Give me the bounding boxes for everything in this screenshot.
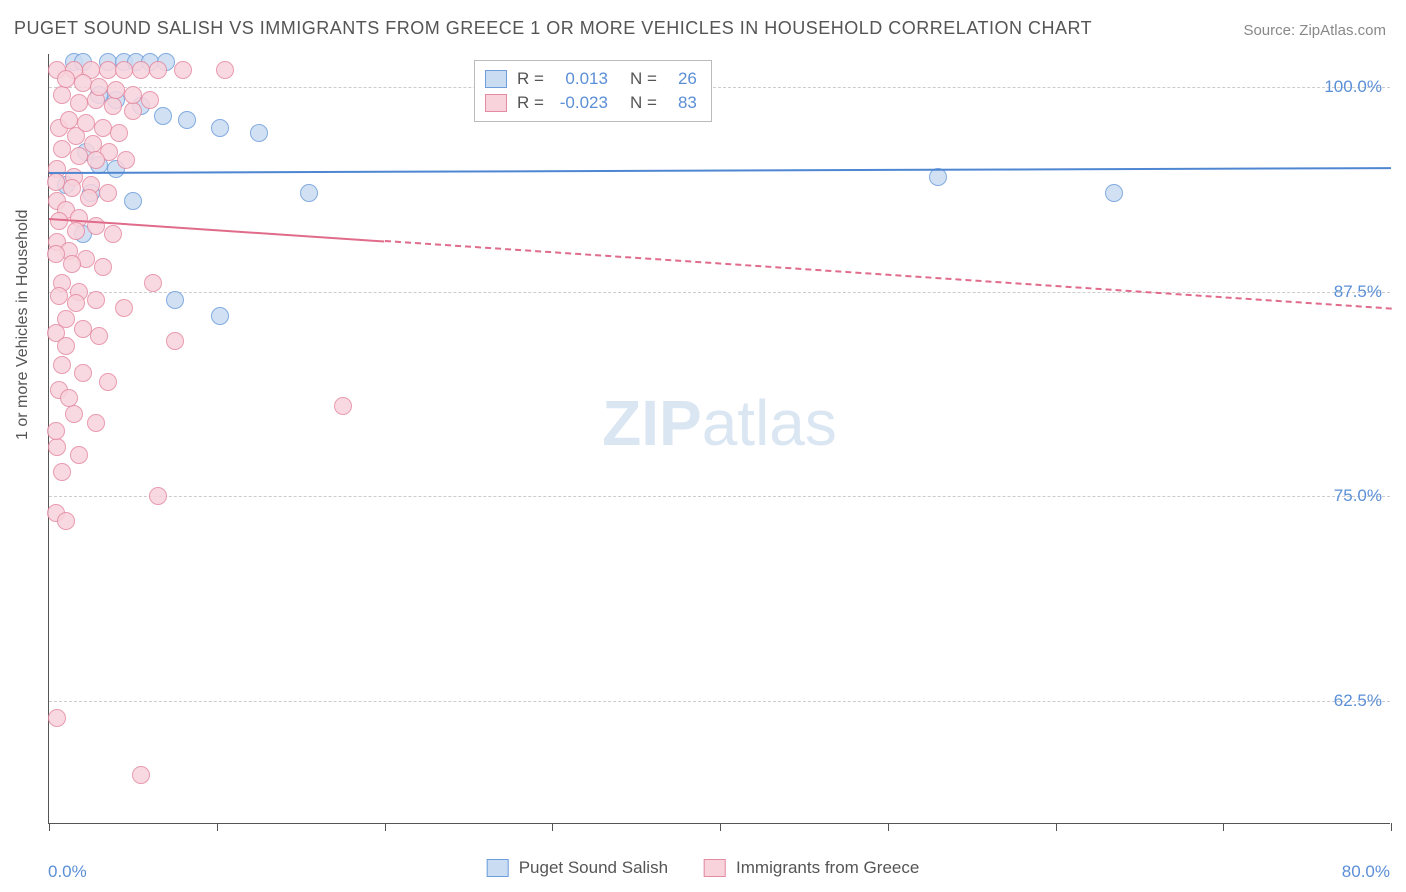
data-point <box>149 487 167 505</box>
data-point <box>99 184 117 202</box>
x-tick <box>1223 823 1224 831</box>
data-point <box>110 124 128 142</box>
y-tick-label: 87.5% <box>1334 282 1382 302</box>
gridline <box>49 87 1390 88</box>
series-legend: Puget Sound Salish Immigrants from Greece <box>487 858 920 878</box>
data-point <box>141 91 159 109</box>
data-point <box>166 291 184 309</box>
data-point <box>50 287 68 305</box>
trend-line <box>384 240 1391 310</box>
data-point <box>53 86 71 104</box>
data-point <box>99 373 117 391</box>
data-point <box>74 320 92 338</box>
data-point <box>154 107 172 125</box>
x-tick <box>49 823 50 831</box>
chart-title: PUGET SOUND SALISH VS IMMIGRANTS FROM GR… <box>14 18 1092 39</box>
data-point <box>115 299 133 317</box>
data-point <box>65 405 83 423</box>
x-tick <box>217 823 218 831</box>
data-point <box>104 225 122 243</box>
data-point <box>216 61 234 79</box>
x-tick <box>1391 823 1392 831</box>
x-min-label: 0.0% <box>48 862 87 882</box>
data-point <box>144 274 162 292</box>
data-point <box>60 389 78 407</box>
data-point <box>99 61 117 79</box>
stats-legend: R =0.013N =26R =-0.023N =83 <box>474 60 712 122</box>
data-point <box>53 463 71 481</box>
watermark: ZIPatlas <box>602 386 837 460</box>
data-point <box>87 291 105 309</box>
data-point <box>90 327 108 345</box>
data-point <box>124 102 142 120</box>
data-point <box>334 397 352 415</box>
data-point <box>63 255 81 273</box>
data-point <box>132 766 150 784</box>
data-point <box>87 414 105 432</box>
data-point <box>47 173 65 191</box>
data-point <box>115 61 133 79</box>
data-point <box>47 245 65 263</box>
x-tick <box>1056 823 1057 831</box>
data-point <box>70 147 88 165</box>
gridline <box>49 496 1390 497</box>
data-point <box>124 192 142 210</box>
data-point <box>57 512 75 530</box>
data-point <box>94 119 112 137</box>
source-label: Source: ZipAtlas.com <box>1243 22 1386 39</box>
data-point <box>77 114 95 132</box>
data-point <box>90 78 108 96</box>
data-point <box>94 258 112 276</box>
plot-area: ZIPatlas 62.5% 75.0% 87.5% 100.0% <box>48 54 1390 824</box>
x-tick <box>720 823 721 831</box>
gridline <box>49 292 1390 293</box>
data-point <box>124 86 142 104</box>
data-point <box>250 124 268 142</box>
y-tick-label: 75.0% <box>1334 486 1382 506</box>
data-point <box>211 307 229 325</box>
data-point <box>107 81 125 99</box>
data-point <box>74 74 92 92</box>
gridline <box>49 701 1390 702</box>
data-point <box>87 151 105 169</box>
y-tick-label: 62.5% <box>1334 691 1382 711</box>
data-point <box>60 111 78 129</box>
data-point <box>70 94 88 112</box>
data-point <box>74 364 92 382</box>
trend-line <box>49 167 1391 174</box>
data-point <box>132 61 150 79</box>
data-point <box>53 140 71 158</box>
data-point <box>48 438 66 456</box>
y-tick-label: 100.0% <box>1324 77 1382 97</box>
data-point <box>67 294 85 312</box>
legend-row: R =-0.023N =83 <box>485 91 697 115</box>
y-axis-label: 1 or more Vehicles in Household <box>14 210 32 440</box>
legend-item: Puget Sound Salish <box>487 858 668 878</box>
data-point <box>67 222 85 240</box>
data-point <box>300 184 318 202</box>
data-point <box>57 337 75 355</box>
data-point <box>117 151 135 169</box>
data-point <box>104 97 122 115</box>
data-point <box>149 61 167 79</box>
legend-row: R =0.013N =26 <box>485 67 697 91</box>
x-max-label: 80.0% <box>1342 862 1390 882</box>
data-point <box>178 111 196 129</box>
data-point <box>63 179 81 197</box>
x-tick <box>385 823 386 831</box>
data-point <box>53 356 71 374</box>
data-point <box>80 189 98 207</box>
data-point <box>174 61 192 79</box>
legend-item: Immigrants from Greece <box>704 858 919 878</box>
data-point <box>57 70 75 88</box>
data-point <box>1105 184 1123 202</box>
data-point <box>166 332 184 350</box>
data-point <box>47 422 65 440</box>
data-point <box>70 446 88 464</box>
x-tick <box>888 823 889 831</box>
data-point <box>87 217 105 235</box>
x-tick <box>552 823 553 831</box>
data-point <box>48 709 66 727</box>
data-point <box>211 119 229 137</box>
